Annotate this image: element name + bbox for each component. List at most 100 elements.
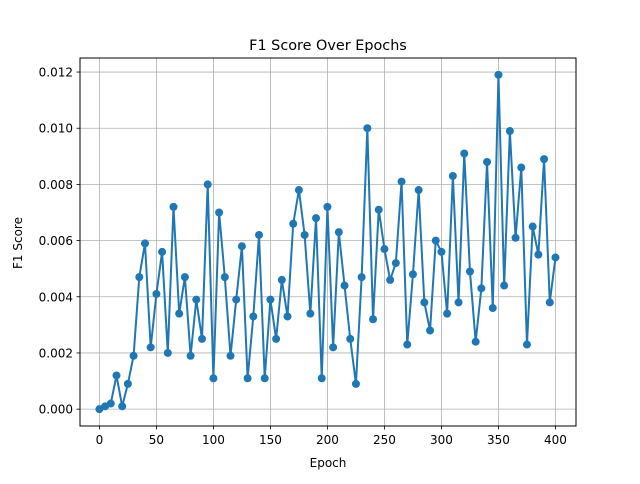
data-point [397,177,406,186]
data-point [460,149,469,158]
y-tick-label: 0.008 [39,178,73,192]
data-point [243,374,252,383]
data-point [334,228,343,237]
x-tick-label: 50 [149,433,164,447]
data-point [408,270,417,279]
chart-title: F1 Score Over Epochs [249,38,407,54]
data-point [129,351,138,360]
data-point [522,340,531,349]
data-point [203,180,212,189]
x-tick-label: 100 [202,433,225,447]
data-point [158,247,167,256]
data-point [551,253,560,262]
data-point [363,124,372,133]
data-point [215,208,224,217]
grid-layer [80,58,576,426]
data-point [391,259,400,268]
data-point [494,70,503,79]
data-point [180,273,189,282]
data-point [426,326,435,335]
data-point [528,222,537,231]
y-tick-label: 0.004 [39,290,73,304]
y-tick-label: 0.002 [39,346,73,360]
y-tick-label: 0.000 [39,403,73,417]
data-point [374,205,383,214]
data-point [351,379,360,388]
y-tick-label: 0.012 [39,66,73,80]
data-point [380,245,389,254]
data-point [465,267,474,276]
x-tick-label: 300 [430,433,453,447]
data-point [505,127,514,136]
x-ticks: 0 50 100 150 200 250 300 350 400 [96,426,567,447]
x-tick-label: 250 [373,433,396,447]
data-point [329,343,338,352]
data-point [471,337,480,346]
data-point [169,202,178,211]
x-tick-label: 150 [259,433,282,447]
data-point [477,284,486,293]
data-point [483,157,492,166]
x-tick-label: 200 [316,433,339,447]
data-point [175,309,184,318]
data-point [300,230,309,239]
data-point [545,298,554,307]
data-point [306,309,315,318]
data-point [443,309,452,318]
data-point [517,163,526,172]
data-point [312,214,321,223]
data-point [431,236,440,245]
data-point [369,315,378,324]
data-point [403,340,412,349]
data-point [414,186,423,195]
y-ticks: 0.000 0.002 0.004 0.006 0.008 0.010 0.012 [39,66,80,417]
data-point [294,186,303,195]
data-point [198,334,206,343]
data-point [220,273,229,282]
data-point [186,351,195,360]
x-tick-label: 0 [96,433,104,447]
data-point [106,399,115,408]
data-point [323,202,332,211]
data-point [112,371,121,380]
data-point [249,312,258,321]
data-point [277,275,286,284]
data-point [140,239,149,248]
data-point [118,402,127,411]
data-point [488,304,497,313]
data-point [232,295,241,304]
data-point [163,348,172,357]
data-point [420,298,429,307]
data-point [152,289,161,298]
data-point [454,298,463,307]
data-point [146,343,155,352]
data-point [260,374,269,383]
data-point [192,295,201,304]
data-point [272,334,281,343]
x-axis-label: Epoch [310,456,347,470]
data-point [266,295,275,304]
data-point [448,171,457,180]
y-tick-label: 0.006 [39,234,73,248]
data-point [317,374,326,383]
data-point [226,351,235,360]
y-axis-label: F1 Score [11,217,25,269]
x-tick-label: 350 [487,433,510,447]
data-point [346,334,355,343]
x-tick-label: 400 [544,433,567,447]
y-tick-label: 0.010 [39,122,73,136]
data-point [289,219,298,228]
plot-frame [79,57,577,427]
data-point [534,250,543,259]
data-point [357,273,366,282]
data-point [237,242,246,251]
data-point [386,275,395,284]
data-point [135,273,144,282]
series-layer [95,70,560,414]
data-point [209,374,218,383]
data-point [511,233,520,242]
data-point [283,312,292,321]
